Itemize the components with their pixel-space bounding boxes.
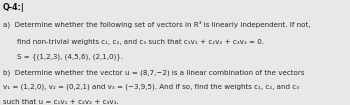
Text: a)  Determine whether the following set of vectors in R³ is linearly independent: a) Determine whether the following set o… — [3, 21, 310, 28]
Text: S = {(1,2,3), (4,5,6), (2,1,0)}.: S = {(1,2,3), (4,5,6), (2,1,0)}. — [17, 54, 123, 60]
Text: v₁ = (1,2,0), v₂ = (0,2,1) and v₃ = (−3,9,5). And if so, find the weights c₁, c₂: v₁ = (1,2,0), v₂ = (0,2,1) and v₃ = (−3,… — [3, 84, 299, 91]
Text: Q-4:|: Q-4:| — [3, 3, 25, 12]
Text: find non-trivial weights c₁, c₂, and c₃ such that c₁v₁ + c₂v₂ + c₃v₃ = 0.: find non-trivial weights c₁, c₂, and c₃ … — [17, 39, 264, 45]
Text: such that u = c₁v₁ + c₂v₂ + c₃v₃.: such that u = c₁v₁ + c₂v₂ + c₃v₃. — [3, 99, 119, 105]
Text: b)  Determine whether the vector u = (8,7,−2) is a linear combination of the vec: b) Determine whether the vector u = (8,7… — [3, 69, 304, 76]
